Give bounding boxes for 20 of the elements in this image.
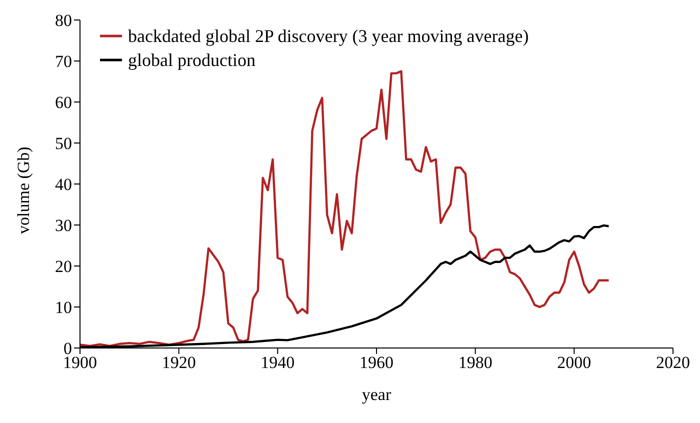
x-tick-label: 1960 bbox=[360, 353, 394, 372]
x-tick-label: 1920 bbox=[162, 353, 196, 372]
y-axis-title: volume (Gb) bbox=[14, 146, 34, 234]
x-axis-title: year bbox=[362, 385, 392, 404]
x-tick-label: 2020 bbox=[656, 353, 690, 372]
legend-label: global production bbox=[128, 49, 256, 72]
x-tick-label: 2000 bbox=[557, 353, 592, 372]
x-tick-label: 1900 bbox=[63, 353, 97, 372]
y-tick-label: 40 bbox=[55, 175, 72, 194]
line-series bbox=[80, 70, 610, 348]
x-tick-label: 1980 bbox=[458, 353, 492, 372]
y-tick-label: 30 bbox=[55, 216, 72, 236]
y-tick-label: 70 bbox=[55, 52, 72, 72]
y-tick-label: 20 bbox=[55, 257, 72, 276]
legend-label: backdated global 2P discovery (3 year moving average) bbox=[128, 25, 529, 48]
y-tick-label: 10 bbox=[55, 298, 72, 318]
y-tick-label: 60 bbox=[55, 93, 72, 112]
y-tick-label: 80 bbox=[55, 11, 72, 30]
x-tick-label: 1940 bbox=[260, 353, 295, 372]
y-tick-label: 50 bbox=[55, 134, 72, 154]
